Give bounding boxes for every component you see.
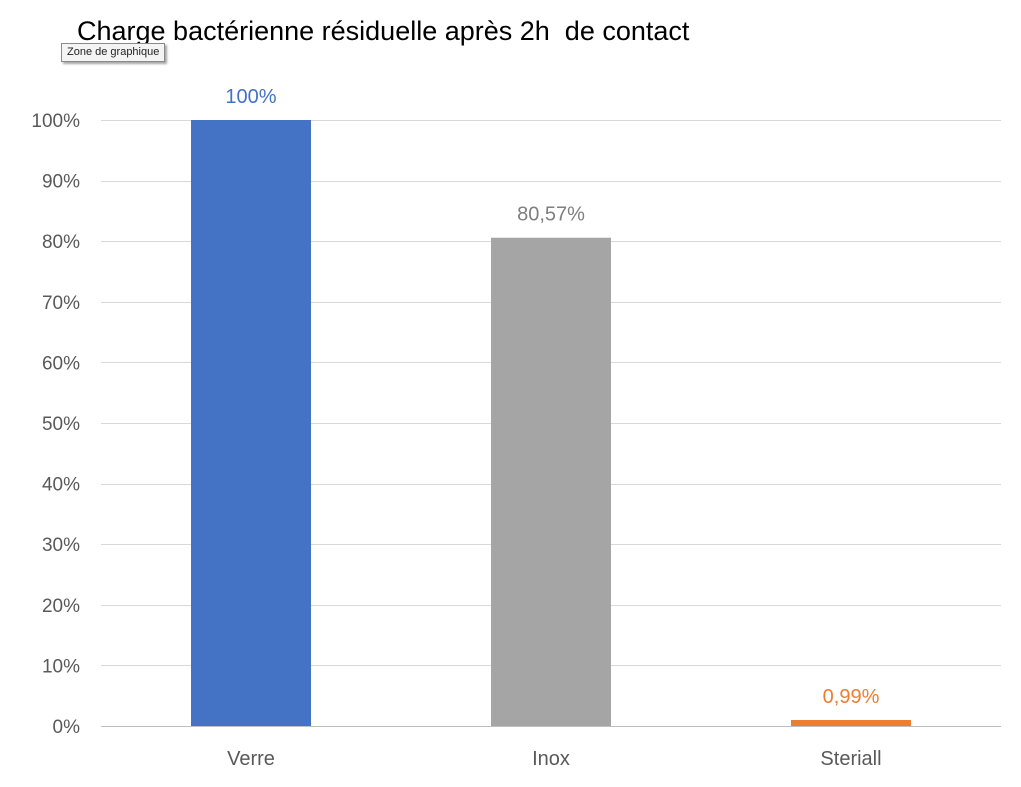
y-tick-label: 90% bbox=[42, 172, 80, 193]
y-tick-label: 80% bbox=[42, 232, 80, 253]
y-tick-label: 10% bbox=[42, 656, 80, 677]
y-tick-label: 60% bbox=[42, 353, 80, 374]
x-axis-category-labels: Verre Inox Steriall bbox=[227, 748, 881, 770]
data-label: 80,57% bbox=[517, 204, 585, 226]
chart-area-tooltip: Zone de graphique bbox=[61, 43, 166, 62]
chart-title: Charge bactérienne résiduelle après 2h d… bbox=[77, 16, 690, 46]
x-category-label: Inox bbox=[532, 748, 570, 770]
y-tick-label: 30% bbox=[42, 535, 80, 556]
data-labels: 100% 80,57% 0,99% bbox=[225, 86, 879, 708]
y-tick-label: 40% bbox=[42, 475, 80, 496]
data-label: 100% bbox=[225, 86, 276, 108]
y-axis-tick-labels: 0% 10% 20% 30% 40% 50% 60% 70% 80% 90% 100% bbox=[31, 111, 80, 738]
y-tick-label: 0% bbox=[53, 717, 81, 738]
y-tick-label: 20% bbox=[42, 596, 80, 617]
bar-steriall[interactable] bbox=[791, 720, 911, 726]
bar-inox[interactable] bbox=[491, 237, 611, 727]
x-category-label: Verre bbox=[227, 748, 275, 770]
bars[interactable] bbox=[191, 120, 911, 727]
y-tick-label: 100% bbox=[31, 111, 80, 132]
bar-verre[interactable] bbox=[191, 120, 311, 726]
x-category-label: Steriall bbox=[820, 748, 881, 770]
data-label: 0,99% bbox=[823, 686, 880, 708]
y-tick-label: 50% bbox=[42, 414, 80, 435]
y-tick-label: 70% bbox=[42, 293, 80, 314]
